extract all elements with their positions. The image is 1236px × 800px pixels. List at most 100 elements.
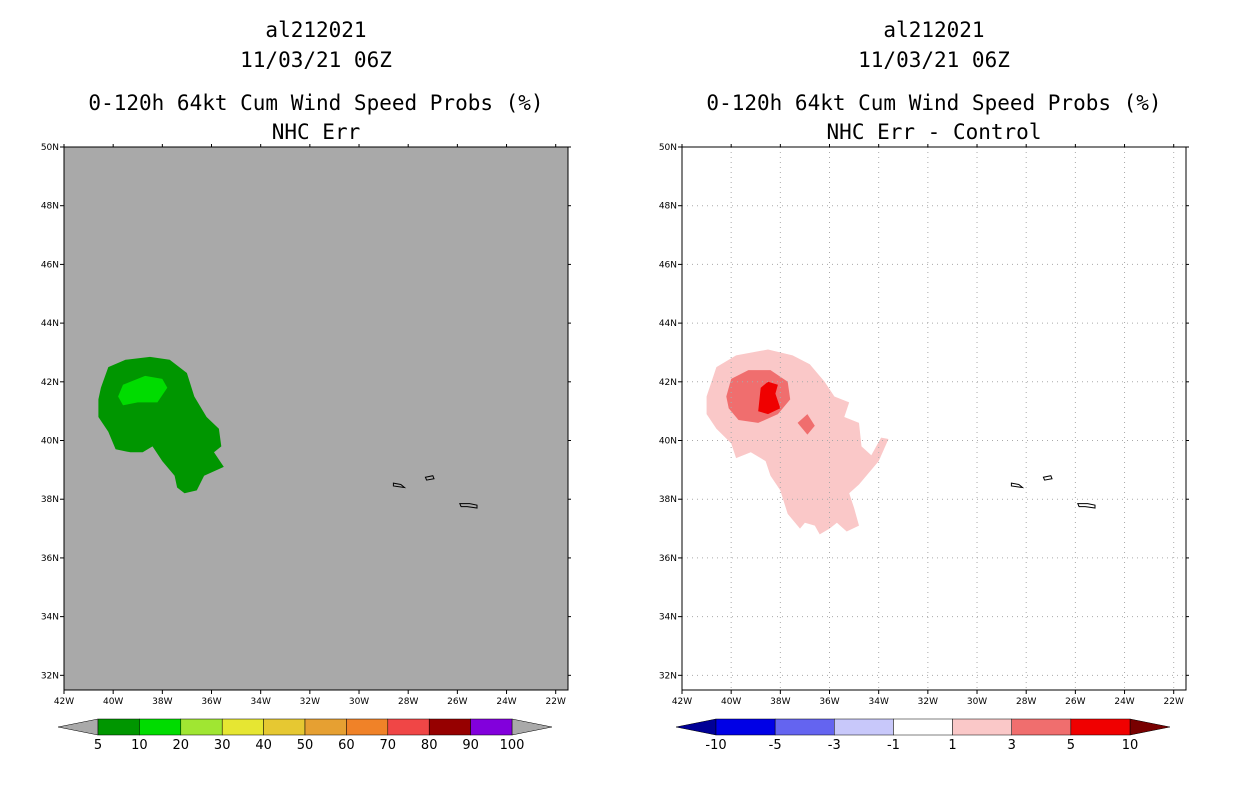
x-tick-label: 34W bbox=[869, 697, 889, 707]
y-tick-label: 40N bbox=[659, 437, 677, 447]
y-tick-label: 38N bbox=[659, 495, 677, 505]
colorbar-label: 1 bbox=[948, 738, 956, 753]
colorbar-segment bbox=[1011, 718, 1072, 736]
x-tick-label: 32W bbox=[300, 697, 320, 707]
colorbar-segment bbox=[221, 718, 264, 736]
colorbar-segment bbox=[139, 718, 182, 736]
colorbar-segment bbox=[952, 718, 1012, 736]
colorbar-segment bbox=[893, 718, 953, 736]
map-frame bbox=[681, 146, 1187, 691]
colorbar-label: 60 bbox=[338, 738, 355, 753]
y-tick-label: 34N bbox=[659, 613, 677, 623]
colorbar-segment bbox=[774, 718, 835, 736]
colorbar-low-arrow bbox=[675, 718, 717, 736]
colorbar-segment bbox=[304, 718, 347, 736]
colorbar-segment bbox=[428, 718, 471, 736]
colorbar-label: 5 bbox=[94, 738, 102, 753]
contour-5-10-3 bbox=[758, 381, 781, 415]
colorbar-low-arrow bbox=[57, 718, 99, 736]
y-tick-label: 50N bbox=[659, 143, 677, 153]
x-tick-label: 30W bbox=[349, 697, 369, 707]
left-colorbar: 5 10 20 30 40 50 60 70 80 90 100 bbox=[57, 718, 553, 753]
colorbar-label: 40 bbox=[255, 738, 272, 753]
colorbar-segment bbox=[387, 718, 430, 736]
y-tick-label: 46N bbox=[41, 260, 59, 270]
colorbar-segment bbox=[834, 718, 894, 736]
x-tick-label: 32W bbox=[918, 697, 938, 707]
x-tick-label: 22W bbox=[546, 697, 566, 707]
colorbar-segment bbox=[715, 718, 776, 736]
island-outline bbox=[1042, 475, 1053, 481]
x-tick-label: 40W bbox=[103, 697, 123, 707]
left-map-panel: 42W 40W 38W 36W 34W 32W 30W 28W 26W 24W 22W 32N 34N 3… bbox=[41, 143, 571, 707]
contour-10-20-1 bbox=[118, 375, 168, 406]
map-frame bbox=[63, 146, 569, 691]
x-tick-label: 28W bbox=[1016, 697, 1036, 707]
y-tick-label: 32N bbox=[41, 671, 59, 681]
colorbar-segment bbox=[470, 718, 513, 736]
colorbar-label: 10 bbox=[1122, 738, 1139, 753]
colorbar-segment bbox=[97, 718, 140, 736]
x-tick-label: 38W bbox=[770, 697, 790, 707]
y-tick-label: 48N bbox=[659, 202, 677, 212]
y-tick-label: 44N bbox=[41, 319, 59, 329]
colorbar-label: 10 bbox=[131, 738, 148, 753]
y-tick-label: 44N bbox=[659, 319, 677, 329]
y-tick-label: 48N bbox=[41, 202, 59, 212]
colorbar-label: 100 bbox=[500, 738, 525, 753]
x-tick-label: 30W bbox=[967, 697, 987, 707]
colorbar-high-arrow bbox=[511, 718, 553, 736]
x-tick-label: 42W bbox=[54, 697, 74, 707]
island-outline bbox=[1010, 482, 1025, 489]
y-tick-label: 34N bbox=[41, 613, 59, 623]
colorbar-segment bbox=[346, 718, 389, 736]
colorbar-label: 20 bbox=[173, 738, 190, 753]
y-tick-label: 36N bbox=[41, 554, 59, 564]
y-tick-label: 32N bbox=[659, 671, 677, 681]
colorbar-label: -1 bbox=[887, 738, 900, 753]
x-tick-label: 38W bbox=[152, 697, 172, 707]
island-outline bbox=[392, 482, 407, 489]
left-chart-subtitle: NHC Err bbox=[271, 120, 361, 144]
right-chart-title: 0-120h 64kt Cum Wind Speed Probs (%) bbox=[706, 91, 1162, 115]
y-tick-label: 42N bbox=[659, 378, 677, 388]
contour-3-5-2 bbox=[797, 414, 815, 435]
colorbar-high-arrow bbox=[1129, 718, 1171, 736]
y-tick-label: 50N bbox=[41, 143, 59, 153]
x-tick-label: 22W bbox=[1164, 697, 1184, 707]
x-tick-label: 26W bbox=[447, 697, 467, 707]
left-storm-id: al212021 bbox=[265, 18, 367, 42]
x-tick-label: 36W bbox=[819, 697, 839, 707]
left-chart-title: 0-120h 64kt Cum Wind Speed Probs (%) bbox=[88, 91, 544, 115]
right-datetime: 11/03/21 06Z bbox=[858, 48, 1010, 72]
x-tick-label: 40W bbox=[721, 697, 741, 707]
x-tick-label: 42W bbox=[672, 697, 692, 707]
x-tick-label: 28W bbox=[398, 697, 418, 707]
y-tick-label: 46N bbox=[659, 260, 677, 270]
colorbar-label: 80 bbox=[421, 738, 438, 753]
colorbar-label: 90 bbox=[462, 738, 479, 753]
right-storm-id: al212021 bbox=[883, 18, 985, 42]
x-tick-label: 34W bbox=[251, 697, 271, 707]
y-tick-label: 36N bbox=[659, 554, 677, 564]
x-tick-label: 36W bbox=[201, 697, 221, 707]
colorbar-label: 5 bbox=[1067, 738, 1075, 753]
island-outline bbox=[459, 503, 478, 509]
colorbar-segment bbox=[180, 718, 223, 736]
x-tick-label: 26W bbox=[1065, 697, 1085, 707]
left-datetime: 11/03/21 06Z bbox=[240, 48, 392, 72]
y-tick-label: 40N bbox=[41, 437, 59, 447]
x-tick-label: 24W bbox=[1114, 697, 1134, 707]
right-colorbar: -10 -5 -3 -1 1 3 5 10 bbox=[675, 718, 1171, 753]
colorbar-label: -5 bbox=[769, 738, 782, 753]
colorbar-label: 70 bbox=[380, 738, 397, 753]
x-tick-label: 24W bbox=[496, 697, 516, 707]
colorbar-segment bbox=[263, 718, 306, 736]
colorbar-label: -10 bbox=[705, 738, 726, 753]
colorbar-label: 3 bbox=[1008, 738, 1016, 753]
y-tick-label: 38N bbox=[41, 495, 59, 505]
right-chart-subtitle: NHC Err - Control bbox=[826, 120, 1042, 144]
colorbar-segment bbox=[1070, 718, 1131, 736]
island-outline bbox=[424, 475, 435, 481]
right-map-panel: 42W 40W 38W 36W 34W 32W 30W 28W 26W 24W 22W 32N 34N 3… bbox=[659, 143, 1189, 707]
